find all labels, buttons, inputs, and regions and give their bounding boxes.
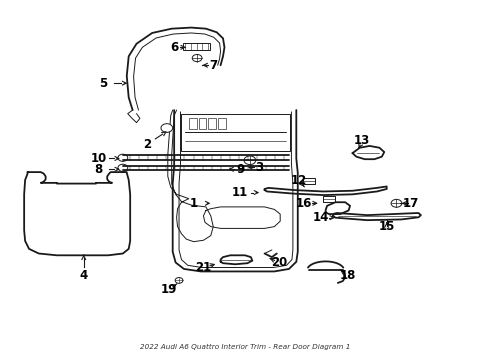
Text: 11: 11 [232,186,248,199]
Text: 21: 21 [196,261,212,274]
Text: 1: 1 [190,197,198,210]
Bar [189,118,196,129]
Text: 13: 13 [354,134,370,147]
Text: 3: 3 [256,161,264,174]
Text: 6: 6 [170,41,178,54]
Text: 4: 4 [80,269,88,282]
Text: 17: 17 [403,197,419,210]
Text: 12: 12 [291,174,307,186]
Text: 9: 9 [236,163,244,176]
Text: 14: 14 [313,211,329,224]
Bar [198,118,206,129]
Circle shape [161,124,172,132]
Text: 20: 20 [271,256,287,269]
Text: 10: 10 [90,152,106,165]
Bar [218,118,226,129]
Bar [303,178,315,184]
Text: 18: 18 [340,269,356,282]
Text: 16: 16 [295,197,312,210]
Text: 2022 Audi A6 Quattro Interior Trim - Rear Door Diagram 1: 2022 Audi A6 Quattro Interior Trim - Rea… [140,344,350,350]
Bar [323,196,335,202]
Text: 7: 7 [209,59,217,72]
Text: 15: 15 [378,220,395,233]
Text: 2: 2 [143,138,151,150]
Bar [183,43,210,50]
Text: 19: 19 [161,283,177,296]
Bar [208,118,216,129]
Text: 5: 5 [99,77,107,90]
Text: 8: 8 [94,163,102,176]
Bar [180,114,291,151]
